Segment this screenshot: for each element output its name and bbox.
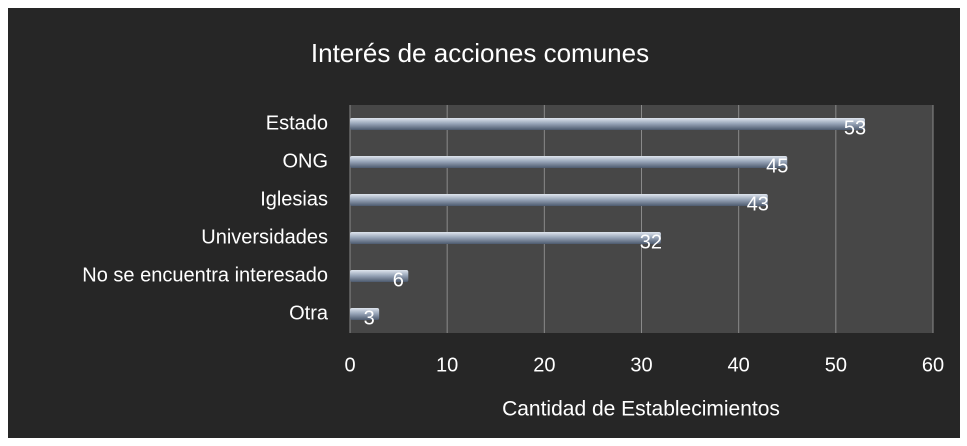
data-label: 6 <box>393 269 404 291</box>
data-label: 45 <box>766 155 788 177</box>
y-tick-label: Estado <box>266 112 328 134</box>
data-label: 53 <box>844 117 866 139</box>
bar <box>350 270 409 282</box>
bar <box>350 194 768 206</box>
x-tick-label: 30 <box>630 354 652 376</box>
x-tick-label: 20 <box>533 354 555 376</box>
y-tick-label: No se encuentra interesado <box>82 264 328 286</box>
y-tick-label: Universidades <box>201 226 328 248</box>
bar <box>350 308 380 320</box>
x-axis-label: Cantidad de Establecimientos <box>502 398 780 421</box>
bar <box>350 156 788 168</box>
data-label: 43 <box>747 193 769 215</box>
data-label: 3 <box>364 307 375 329</box>
x-tick-label: 60 <box>922 354 944 376</box>
bar <box>350 232 661 244</box>
bar <box>350 118 865 130</box>
x-tick-label: 40 <box>728 354 750 376</box>
x-tick-label: 10 <box>436 354 458 376</box>
y-tick-label: Iglesias <box>260 188 328 210</box>
x-tick-label: 0 <box>344 354 355 376</box>
y-tick-label: ONG <box>282 150 328 172</box>
chart-title: Interés de acciones comunes <box>311 38 649 68</box>
y-tick-label: Otra <box>289 302 329 324</box>
x-tick-label: 50 <box>825 354 847 376</box>
data-label: 32 <box>640 231 662 253</box>
